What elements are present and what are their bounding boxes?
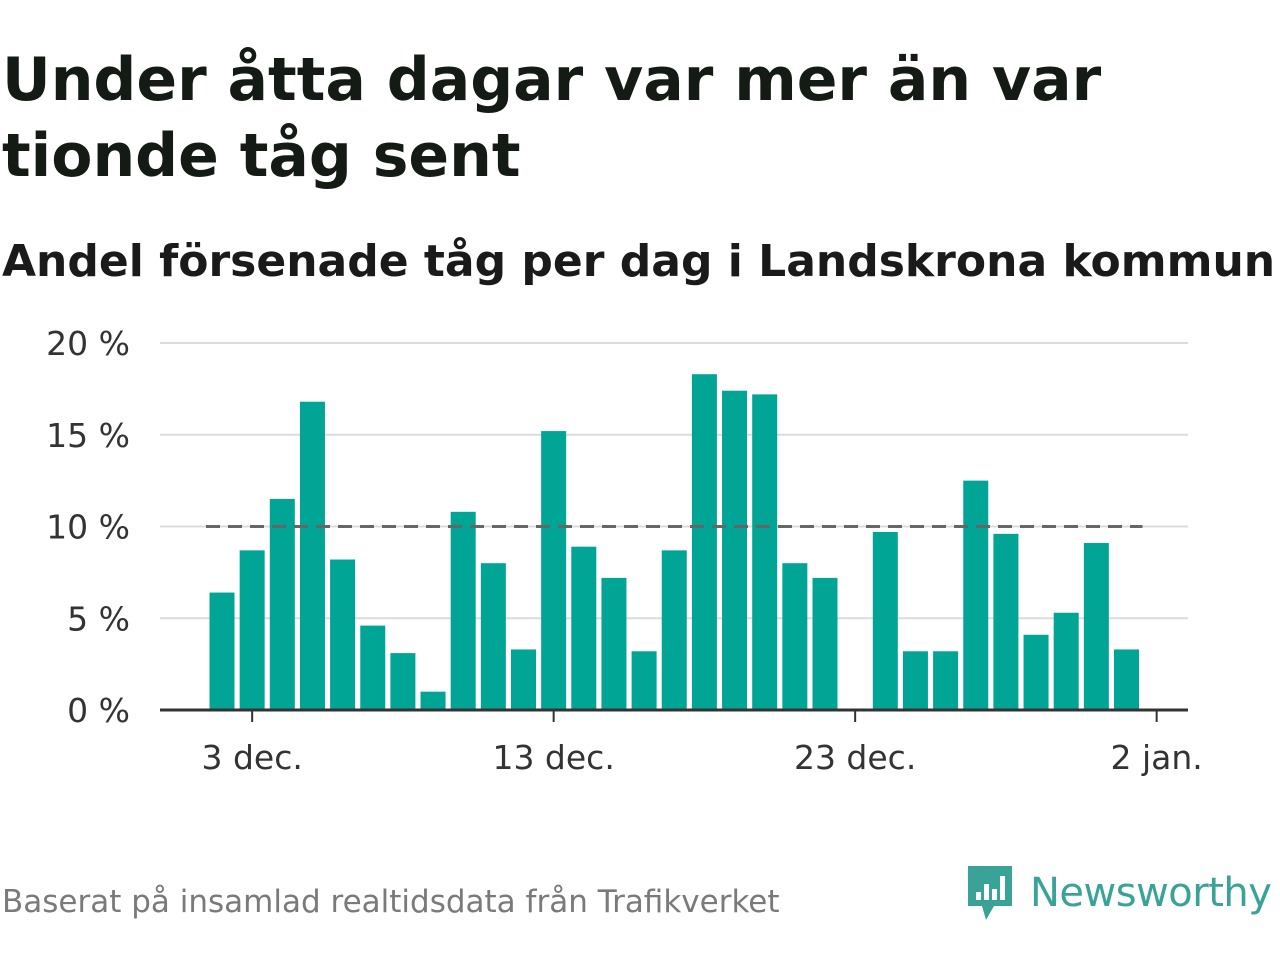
y-tick-label: 5 % bbox=[67, 599, 130, 638]
bar bbox=[812, 577, 838, 710]
bar bbox=[1053, 612, 1079, 710]
y-tick-label: 20 % bbox=[46, 324, 130, 363]
bar bbox=[782, 563, 808, 710]
brand-logo: Newsworthy bbox=[964, 862, 1272, 924]
newsworthy-logo-icon bbox=[968, 866, 1012, 920]
y-tick-label: 10 % bbox=[46, 508, 130, 547]
bar bbox=[722, 390, 748, 710]
bar bbox=[631, 651, 657, 710]
y-tick-label: 15 % bbox=[46, 416, 130, 455]
bar bbox=[601, 577, 627, 710]
bar bbox=[902, 651, 928, 710]
chart-title: Under åtta dagar var mer än var tionde t… bbox=[2, 45, 1102, 191]
y-tick-label: 0 % bbox=[67, 691, 130, 730]
bar bbox=[1114, 649, 1139, 710]
bar bbox=[360, 625, 386, 710]
bar bbox=[239, 550, 265, 710]
bar bbox=[450, 511, 476, 710]
bar bbox=[541, 431, 567, 710]
x-tick-label: 2 jan. bbox=[1111, 738, 1203, 777]
bar-chart: 0 % 5 % 10 % 15 % 20 % 3 dec. 13 dec. 23 dec. 2 … bbox=[46, 324, 1203, 777]
bar bbox=[299, 401, 325, 710]
x-tick-label: 23 dec. bbox=[794, 738, 916, 777]
bar bbox=[933, 651, 959, 710]
bar bbox=[330, 559, 356, 710]
bar bbox=[993, 533, 1019, 710]
x-tick-label: 3 dec. bbox=[201, 738, 302, 777]
bar bbox=[511, 649, 536, 710]
bar bbox=[963, 480, 989, 710]
bar bbox=[420, 691, 446, 710]
bar bbox=[1083, 543, 1109, 710]
bar bbox=[571, 546, 597, 710]
brand-name: Newsworthy bbox=[1030, 870, 1272, 916]
bar bbox=[752, 394, 778, 710]
bar bbox=[209, 592, 235, 710]
x-tick-label: 13 dec. bbox=[492, 738, 614, 777]
bar bbox=[269, 498, 295, 710]
source-note: Baserat på insamlad realtidsdata från Tr… bbox=[2, 884, 780, 920]
chart-subtitle: Andel försenade tåg per dag i Landskrona… bbox=[2, 236, 1276, 287]
bar bbox=[872, 532, 898, 710]
bar bbox=[390, 653, 416, 710]
bar bbox=[1023, 634, 1049, 710]
bar bbox=[661, 550, 687, 710]
bar bbox=[480, 563, 506, 710]
bar bbox=[691, 374, 717, 710]
